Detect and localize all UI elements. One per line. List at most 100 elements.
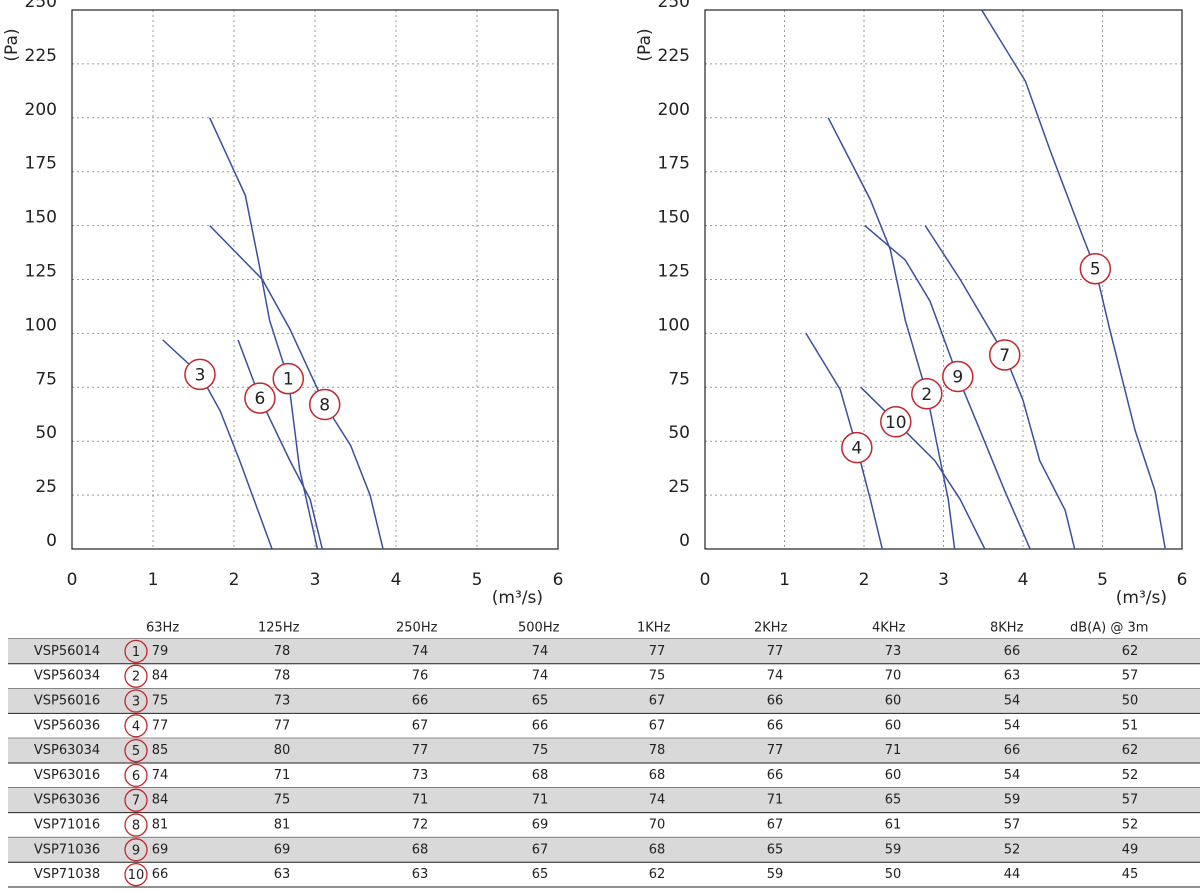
- y-tick-label: 225: [25, 46, 57, 66]
- cell: 50: [1122, 694, 1139, 709]
- cell: 63: [412, 867, 429, 882]
- curve-label-circle: [841, 431, 873, 464]
- curve-label: 3: [195, 365, 206, 385]
- cell: 67: [767, 818, 784, 833]
- cell: 75: [649, 669, 666, 684]
- cell: 67: [532, 842, 549, 857]
- cell: 60: [885, 718, 902, 733]
- cell: 74: [412, 644, 429, 659]
- y-axis-label: (Pa): [635, 28, 655, 61]
- x-tick-label: 2: [229, 570, 240, 590]
- curve: [162, 339, 273, 550]
- cell: 66: [412, 694, 429, 709]
- cell: 81: [152, 818, 169, 833]
- cell: 52: [1122, 768, 1139, 783]
- cell: 77: [649, 644, 666, 659]
- model-name: VSP71038: [34, 867, 100, 882]
- cell: 67: [412, 718, 429, 733]
- cell: 68: [532, 768, 549, 783]
- cell: 65: [885, 793, 902, 808]
- y-tick-label: 150: [658, 208, 690, 228]
- model-name: VSP71016: [34, 818, 100, 833]
- cell: 65: [532, 867, 549, 882]
- cell: 59: [885, 842, 902, 857]
- model-id: 9: [132, 843, 140, 858]
- id-circle: [124, 763, 148, 788]
- row-band: [8, 688, 1200, 714]
- cell: 70: [649, 818, 666, 833]
- curve: [209, 117, 319, 550]
- cell: 45: [1122, 867, 1139, 882]
- y-tick-label: 200: [25, 100, 57, 120]
- cell: 69: [274, 842, 291, 857]
- model-id: 2: [132, 670, 140, 685]
- x-tick-label: 3: [310, 570, 321, 590]
- curve-label-circle: [184, 358, 216, 391]
- cell: 77: [274, 718, 291, 733]
- cell: 66: [767, 718, 784, 733]
- cell: 60: [885, 768, 902, 783]
- id-circle: [124, 689, 148, 713]
- x-tick-label: 3: [938, 570, 949, 590]
- model-name: VSP56014: [34, 644, 100, 659]
- curve: [827, 117, 956, 550]
- row-band: [8, 738, 1200, 763]
- cell: 66: [152, 867, 169, 882]
- plot-frame: [71, 9, 559, 550]
- x-tick-label: 0: [700, 570, 711, 590]
- y-tick-label: 25: [668, 477, 690, 497]
- x-tick-label: 1: [779, 570, 790, 590]
- column-header: 2KHz: [754, 621, 788, 636]
- cell: 66: [532, 718, 549, 733]
- model-name: VSP63016: [34, 768, 100, 783]
- curve-label-circle: [244, 382, 276, 414]
- x-tick-label: 1: [148, 570, 159, 590]
- cell: 62: [649, 867, 666, 882]
- column-header: 1KHz: [637, 621, 671, 636]
- x-tick-label: 4: [1018, 570, 1029, 590]
- x-tick-label: 5: [1097, 570, 1108, 590]
- id-circle: [124, 862, 148, 887]
- y-tick-label: 100: [658, 315, 690, 335]
- cell: 68: [412, 842, 429, 857]
- cell: 67: [649, 718, 666, 733]
- curve-label-circle: [272, 362, 305, 395]
- cell: 54: [1004, 718, 1021, 733]
- x-axis-label: (m³/s): [492, 588, 543, 608]
- cell: 65: [767, 842, 784, 857]
- cell: 73: [274, 694, 291, 709]
- cell: 68: [649, 768, 666, 783]
- cell: 77: [412, 743, 429, 758]
- column-header: 8KHz: [990, 621, 1024, 636]
- cell: 62: [1122, 644, 1139, 659]
- row-band: [8, 787, 1200, 813]
- cell: 49: [1122, 842, 1139, 857]
- x-axis-label: (m³/s): [1116, 588, 1167, 608]
- y-tick-label: 0: [46, 531, 57, 551]
- x-tick-label: 2: [859, 570, 870, 590]
- cell: 54: [1004, 768, 1021, 783]
- cell: 73: [412, 768, 429, 783]
- cell: 70: [885, 669, 902, 684]
- y-tick-label: 150: [25, 208, 57, 228]
- cell: 63: [1004, 669, 1021, 684]
- cell: 77: [767, 644, 784, 659]
- cell: 76: [412, 669, 429, 684]
- y-axis-label: (Pa): [2, 28, 22, 61]
- cell: 71: [885, 743, 902, 758]
- curve: [981, 9, 1167, 550]
- id-circle: [124, 738, 148, 763]
- y-tick-label: 100: [25, 315, 57, 335]
- x-tick-label: 0: [67, 570, 78, 590]
- curve-label: 4: [851, 439, 862, 459]
- cell: 77: [152, 718, 169, 733]
- cell: 71: [767, 793, 784, 808]
- cell: 57: [1122, 793, 1139, 808]
- id-circle: [124, 714, 148, 738]
- cell: 52: [1004, 842, 1021, 857]
- model-name: VSP63034: [34, 743, 100, 758]
- curve-label: 7: [999, 346, 1010, 366]
- cell: 74: [649, 793, 666, 808]
- curve-label-circle: [880, 406, 912, 438]
- cell: 69: [152, 842, 169, 857]
